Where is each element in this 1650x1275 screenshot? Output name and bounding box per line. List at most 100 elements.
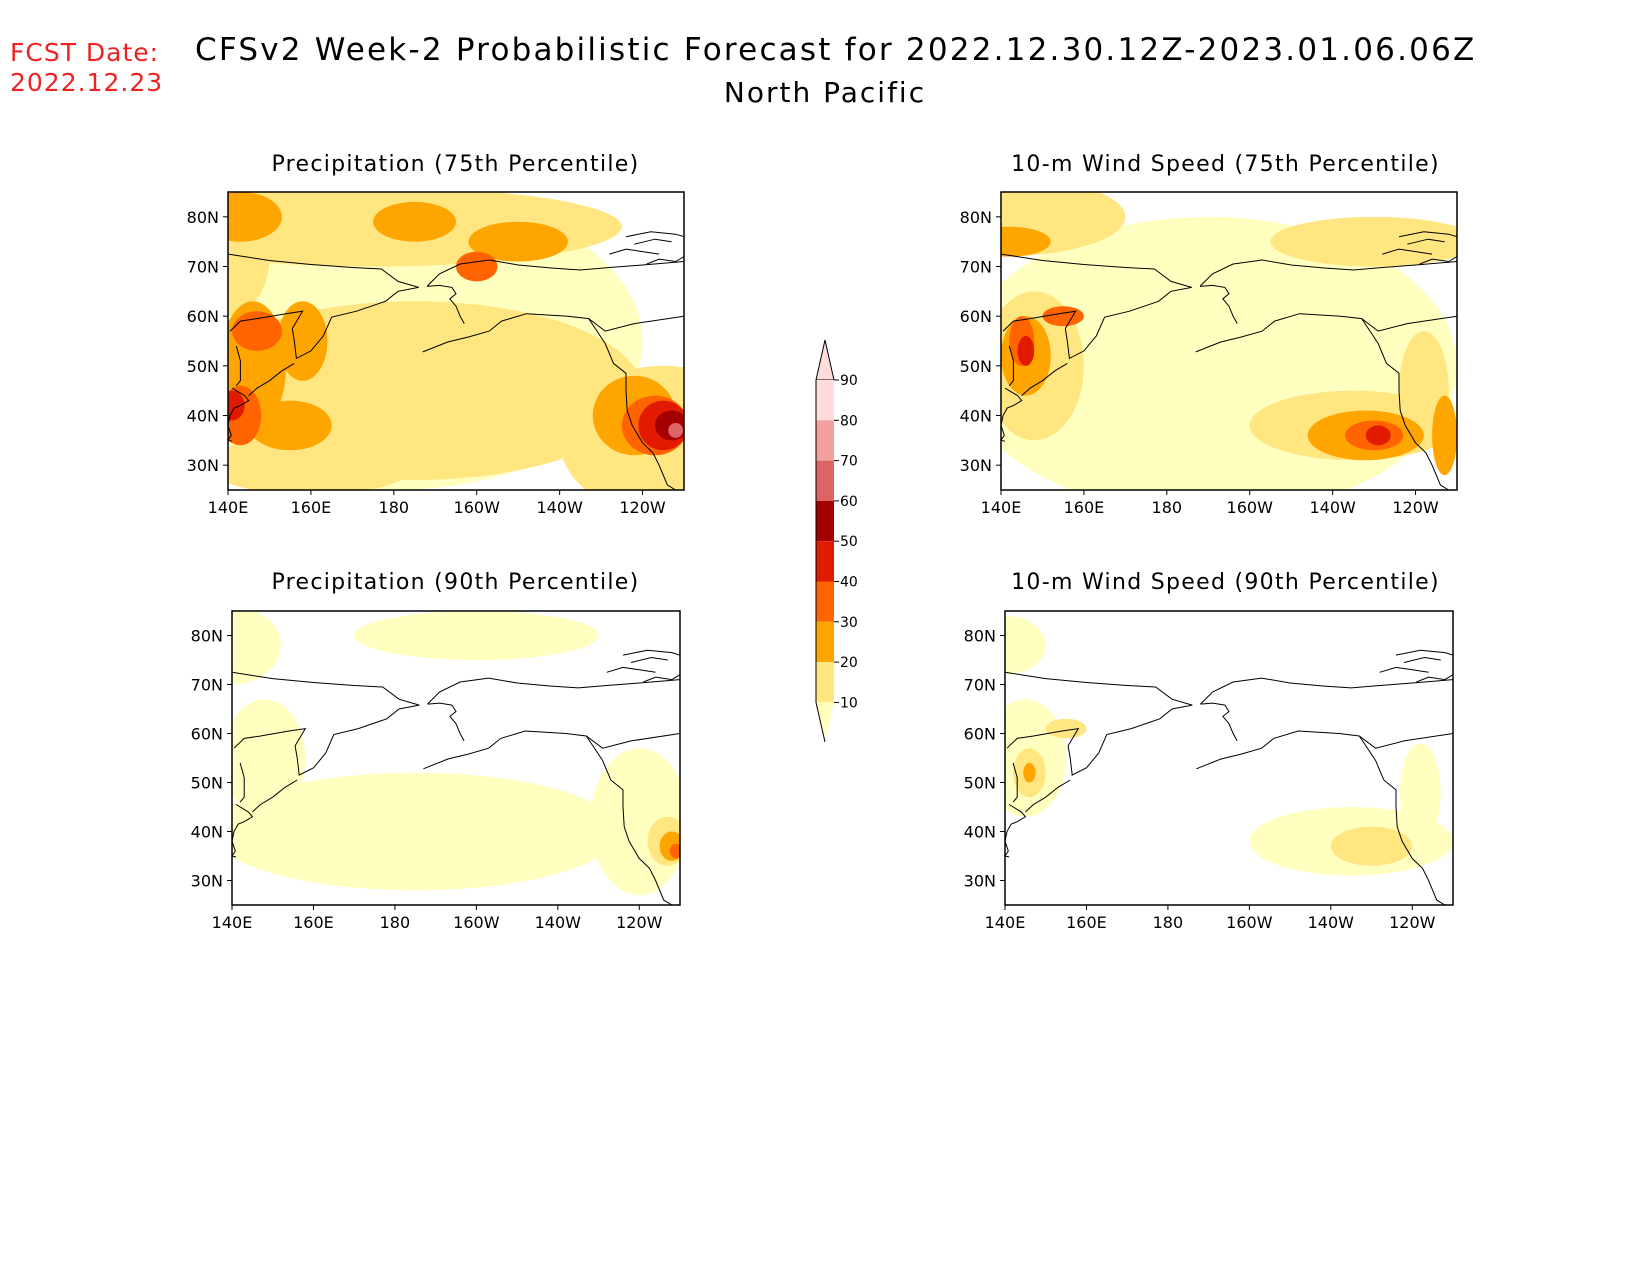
colorbar-block-80	[816, 420, 834, 461]
contour-30-precip75-5	[248, 400, 332, 451]
fcst-date-label: FCST Date:	[10, 38, 160, 67]
y-tick-label-wind75-4: 70N	[960, 258, 992, 277]
y-tick-label-wind90-5: 80N	[964, 627, 996, 646]
contour-30-precip75-2	[468, 221, 568, 262]
colorbar-block-50	[816, 541, 834, 582]
x-tick-label-wind75-4: 140W	[1309, 498, 1356, 517]
panel-title-wind90: 10-m Wind Speed (90th Percentile)	[1011, 570, 1440, 595]
map-frame-wind90	[1004, 610, 1454, 906]
fcst-date-block: FCST Date: 2022.12.23	[10, 38, 163, 98]
y-tick-label-precip75-4: 70N	[187, 258, 219, 277]
colorbar-label-40: 40	[840, 575, 858, 591]
coastline-wind75	[1001, 231, 1457, 490]
colorbar-block-40	[816, 581, 834, 622]
map-frame-precip90	[231, 610, 681, 906]
contour-20-wind90-1	[1330, 826, 1413, 866]
contour-30-wind90-0	[1023, 762, 1036, 783]
contour-40-precip75-2	[456, 251, 498, 282]
region-subtitle: North Pacific	[723, 76, 927, 109]
y-tick-label-wind90-2: 50N	[964, 774, 996, 793]
y-tick-label-wind75-2: 50N	[960, 357, 992, 376]
x-tick-label-wind75-5: 120W	[1392, 498, 1439, 517]
x-tick-label-wind75-3: 160W	[1227, 498, 1274, 517]
y-tick-label-precip75-2: 50N	[187, 357, 219, 376]
y-tick-label-wind90-0: 30N	[964, 872, 996, 891]
x-tick-label-precip90-2: 180	[380, 913, 411, 932]
contour-70-precip75-0	[668, 422, 684, 438]
colorbar-top-arrow	[815, 339, 835, 381]
y-tick-label-precip90-3: 60N	[191, 725, 223, 744]
x-tick-label-precip90-5: 120W	[616, 913, 663, 932]
y-tick-label-wind75-1: 40N	[960, 407, 992, 426]
colorbar-label-70: 70	[840, 454, 858, 470]
y-tick-label-precip90-4: 70N	[191, 676, 223, 695]
y-tick-label-precip90-1: 40N	[191, 823, 223, 842]
y-tick-label-wind90-4: 70N	[964, 676, 996, 695]
x-tick-label-wind90-4: 140W	[1308, 913, 1355, 932]
contour-20-wind90-2	[1045, 718, 1087, 739]
panel-title-precip75: Precipitation (75th Percentile)	[271, 152, 640, 177]
colorbar-block-90	[816, 380, 834, 421]
colorbar-block-20	[816, 662, 834, 703]
map-fill-precip90	[232, 611, 680, 905]
colorbar-block-30	[816, 621, 834, 663]
contour-20-precip75-3	[228, 435, 415, 490]
panel-title-precip90: Precipitation (90th Percentile)	[271, 570, 640, 595]
panel-title-wind75: 10-m Wind Speed (75th Percentile)	[1011, 152, 1440, 177]
contour-30-precip75-0	[228, 192, 282, 242]
x-tick-label-precip75-2: 180	[379, 498, 410, 517]
coastline-precip90	[232, 649, 680, 905]
y-tick-label-precip75-3: 60N	[187, 307, 219, 326]
contour-50-wind75-0	[1017, 336, 1035, 366]
contour-10-precip90-0	[232, 772, 619, 891]
colorbar-bottom-arrow	[816, 702, 834, 742]
x-tick-label-wind90-1: 160E	[1066, 913, 1107, 932]
contour-50-precip75-0	[228, 390, 245, 421]
contour-30-wind75-3	[1432, 395, 1457, 476]
coastline-precip75	[228, 231, 684, 490]
colorbar-block-70	[816, 460, 834, 501]
x-tick-label-wind90-0: 140E	[985, 913, 1026, 932]
x-tick-label-wind90-2: 180	[1153, 913, 1184, 932]
x-tick-label-precip75-0: 140E	[208, 498, 249, 517]
colorbar-label-20: 20	[840, 655, 858, 671]
x-tick-label-precip75-1: 160E	[291, 498, 332, 517]
map-frame-precip75	[227, 191, 685, 491]
x-tick-label-precip90-1: 160E	[293, 913, 334, 932]
x-tick-label-precip75-4: 140W	[536, 498, 583, 517]
contour-10-precip90-1	[232, 611, 281, 685]
contour-10-precip90-3	[232, 699, 306, 817]
contour-50-wind75-1	[1365, 425, 1391, 446]
x-tick-label-wind75-2: 180	[1152, 498, 1183, 517]
y-tick-label-precip90-2: 50N	[191, 774, 223, 793]
map-fill-precip75	[228, 192, 684, 490]
y-tick-label-wind75-5: 80N	[960, 208, 992, 227]
y-tick-label-precip75-0: 30N	[187, 456, 219, 475]
x-tick-label-wind75-0: 140E	[981, 498, 1022, 517]
y-tick-label-wind75-3: 60N	[960, 307, 992, 326]
main-title: CFSv2 Week-2 Probabilistic Forecast for …	[195, 32, 1477, 68]
x-tick-label-wind90-5: 120W	[1389, 913, 1436, 932]
y-tick-label-precip75-5: 80N	[187, 208, 219, 227]
contour-10-wind90-2	[1400, 743, 1441, 842]
y-tick-label-precip75-1: 40N	[187, 407, 219, 426]
colorbar-label-10: 10	[840, 695, 858, 711]
coastline-wind90	[1005, 649, 1453, 905]
y-tick-label-wind90-1: 40N	[964, 823, 996, 842]
contour-40-precip75-0	[232, 311, 282, 351]
y-tick-label-precip90-5: 80N	[191, 627, 223, 646]
colorbar-block-60	[816, 500, 834, 542]
x-tick-label-precip75-3: 160W	[454, 498, 501, 517]
map-frame-wind75	[1000, 191, 1458, 491]
x-tick-label-wind75-1: 160E	[1064, 498, 1105, 517]
map-fill-wind90	[1005, 611, 1453, 905]
contour-10-wind90-3	[1005, 615, 1046, 675]
fcst-date-value: 2022.12.23	[10, 68, 164, 97]
y-tick-label-precip90-0: 30N	[191, 872, 223, 891]
contour-30-precip75-1	[373, 201, 456, 242]
